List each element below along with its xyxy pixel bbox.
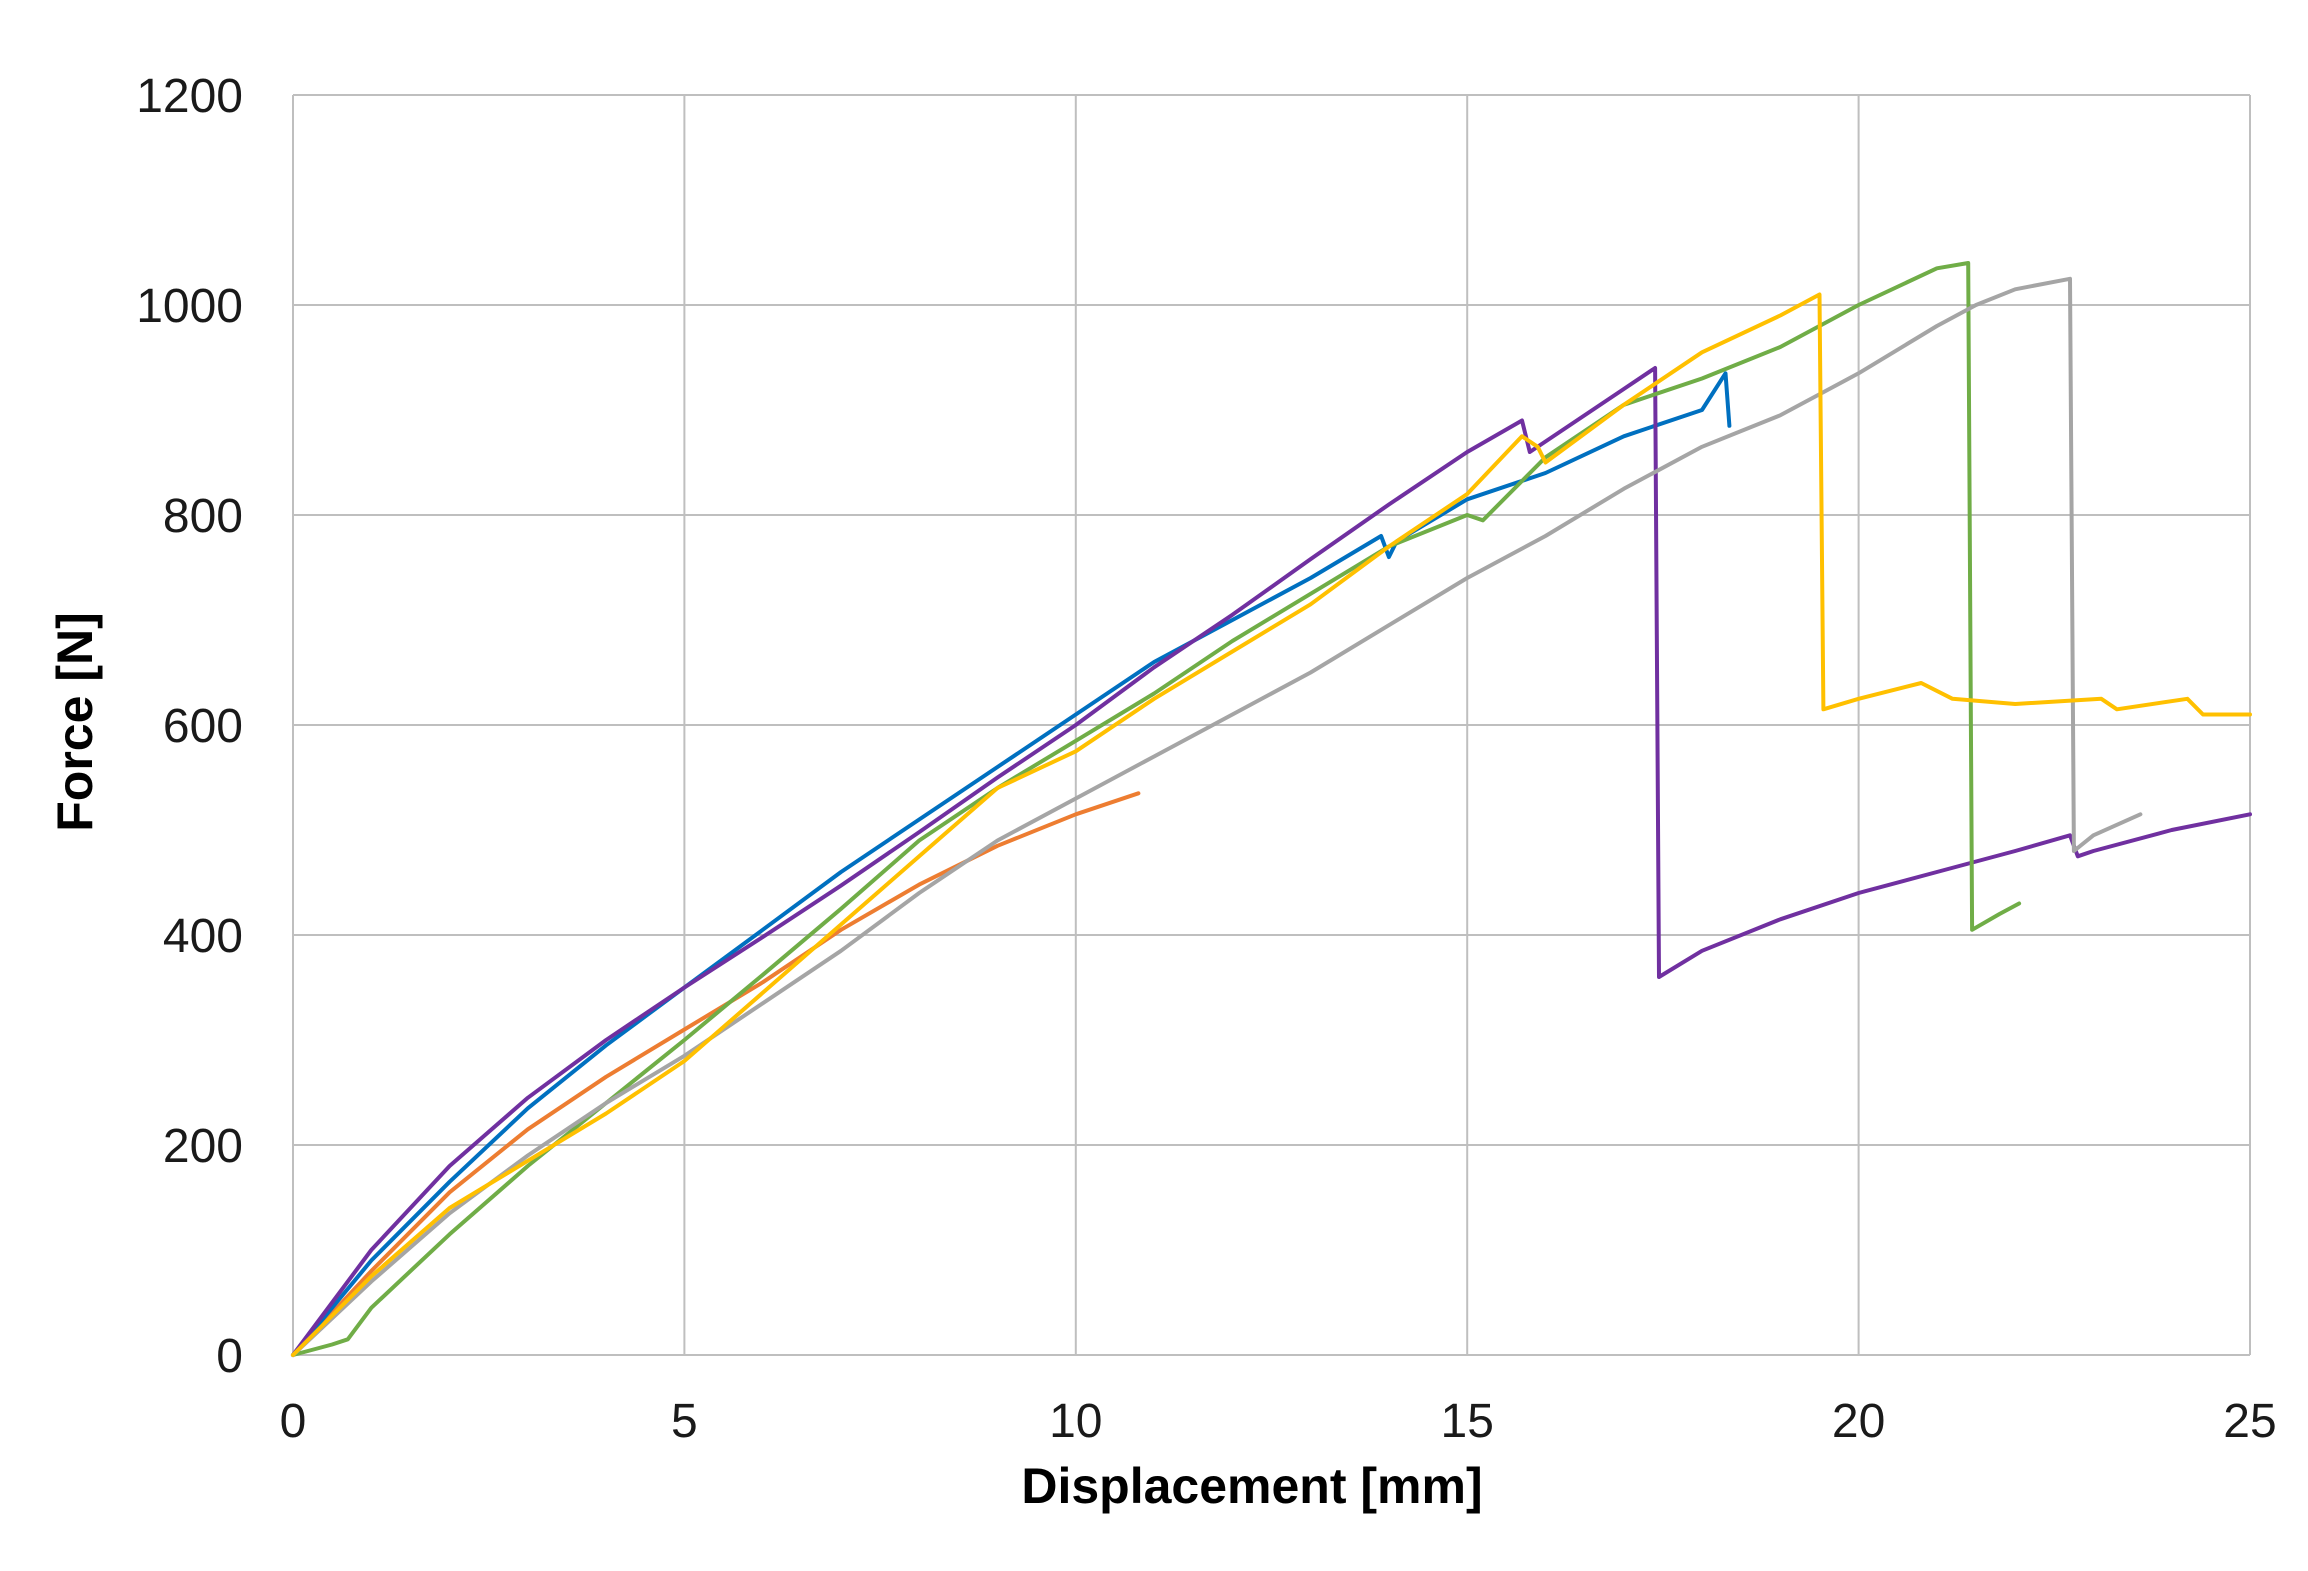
x-axis-title: Displacement [mm] — [1021, 1458, 1482, 1514]
series-line-1 — [291, 791, 1141, 1357]
series-line-5 — [291, 276, 2143, 1357]
y-tick-label: 800 — [163, 490, 243, 543]
y-tick-label: 1000 — [136, 280, 243, 333]
series-line-6 — [291, 292, 2252, 1357]
y-tick-label: 1200 — [136, 70, 243, 123]
x-tick-label: 0 — [280, 1395, 307, 1448]
y-tick-label: 200 — [163, 1120, 243, 1173]
y-tick-label: 400 — [163, 910, 243, 963]
grid-lines — [292, 94, 2251, 1356]
series-line-3 — [291, 366, 2252, 1357]
x-tick-label: 5 — [671, 1395, 698, 1448]
y-tick-label: 0 — [216, 1330, 243, 1383]
x-tick-label: 10 — [1049, 1395, 1102, 1448]
y-tick-label: 600 — [163, 700, 243, 753]
series-line-2 — [291, 371, 1732, 1357]
x-tick-label: 25 — [2223, 1395, 2276, 1448]
y-axis-title: Force [N] — [47, 612, 103, 831]
x-tick-label: 15 — [1441, 1395, 1494, 1448]
series-line-4 — [291, 261, 2022, 1357]
x-tick-label: 20 — [1832, 1395, 1885, 1448]
series-lines — [291, 261, 2252, 1357]
y-axis-ticks: 0 200 400 600 800 1000 1200 — [136, 70, 243, 1383]
x-axis-ticks: 0 5 10 15 20 25 — [280, 1395, 2277, 1448]
